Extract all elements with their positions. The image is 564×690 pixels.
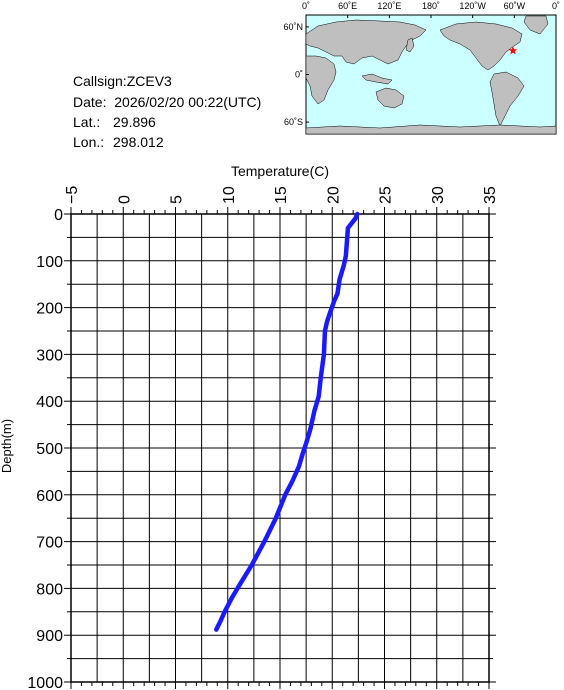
- axis-ticks: [64, 207, 496, 689]
- x-tick-labels: −5 0 5 10 15 20 25 30 35: [64, 186, 499, 204]
- date-text: Date: 2026/02/20 00:22(UTC): [73, 94, 262, 110]
- y-tick-label: 0: [54, 207, 63, 224]
- map-land: [305, 15, 557, 135]
- map-latitude-labels: 60˚N 0˚ 60˚S: [283, 22, 303, 127]
- latitude-label: Lat.:: [73, 114, 101, 130]
- greenland-land: [523, 15, 549, 35]
- y-tick-label: 600: [36, 488, 63, 505]
- y-tick-label: 300: [36, 347, 63, 364]
- plot-grid: [70, 213, 490, 683]
- x-tick-label: 0: [116, 195, 133, 204]
- plot-frame: [70, 213, 490, 683]
- world-map: 0˚ 60˚E 120˚E 180˚ 120˚W 60˚W 0˚ 60˚N 0˚ 60˚S: [283, 1, 560, 135]
- x-tick-label: 25: [378, 186, 395, 204]
- indonesia-land: [361, 73, 393, 85]
- south-america-land: [489, 71, 525, 127]
- map-longitude-label: 60˚W: [504, 1, 526, 11]
- map-axis-ticks: [305, 15, 557, 123]
- map-marker-layer: [508, 46, 518, 55]
- y-tick-label: 1000: [27, 675, 63, 690]
- y-tick-label: 900: [36, 628, 63, 645]
- x-tick-label: 15: [273, 186, 290, 204]
- y-tick-labels: 0 100 200 300 400 500 600 700 800 900 1000: [27, 207, 63, 690]
- map-longitude-labels: 0˚ 60˚E 120˚E 180˚ 120˚W 60˚W 0˚: [302, 1, 560, 11]
- africa-land: [305, 55, 337, 105]
- x-tick-label: 10: [221, 186, 238, 204]
- callsign-text: Callsign:ZCEV3: [73, 73, 172, 89]
- map-longitude-label: 60˚E: [338, 1, 357, 11]
- antarctica-land: [305, 124, 557, 135]
- y-tick-label: 100: [36, 254, 63, 271]
- x-tick-label: 20: [325, 186, 342, 204]
- x-tick-label: 35: [482, 186, 499, 204]
- x-tick-label: 5: [169, 195, 186, 204]
- temperature-profile-line: [214, 211, 360, 632]
- x-tick-label: 30: [430, 186, 447, 204]
- map-latitude-label: 60˚N: [283, 22, 303, 32]
- map-longitude-label: 120˚E: [377, 1, 401, 11]
- y-axis-title: Depth(m): [0, 419, 14, 473]
- north-america-land: [439, 21, 523, 71]
- longitude-value: 298.012: [113, 134, 164, 150]
- location-star-marker: [508, 46, 518, 55]
- japan-land: [405, 37, 415, 53]
- y-tick-label: 200: [36, 301, 63, 318]
- map-longitude-label: 120˚W: [459, 1, 486, 11]
- eurasia-land: [305, 19, 427, 65]
- map-latitude-label: 0˚: [295, 70, 303, 80]
- x-axis-title: Temperature(C): [231, 163, 329, 179]
- latitude-value: 29.896: [113, 114, 156, 130]
- x-tick-label: −5: [64, 186, 81, 204]
- map-longitude-label: 0˚: [302, 1, 310, 11]
- y-tick-label: 700: [36, 535, 63, 552]
- y-tick-label: 500: [36, 441, 63, 458]
- longitude-label: Lon.:: [73, 134, 105, 150]
- map-longitude-label: 0˚: [552, 1, 560, 11]
- australia-land: [375, 87, 405, 109]
- map-longitude-label: 180˚: [422, 1, 440, 11]
- map-latitude-label: 60˚S: [284, 117, 303, 127]
- y-tick-label: 800: [36, 581, 63, 598]
- y-tick-label: 400: [36, 394, 63, 411]
